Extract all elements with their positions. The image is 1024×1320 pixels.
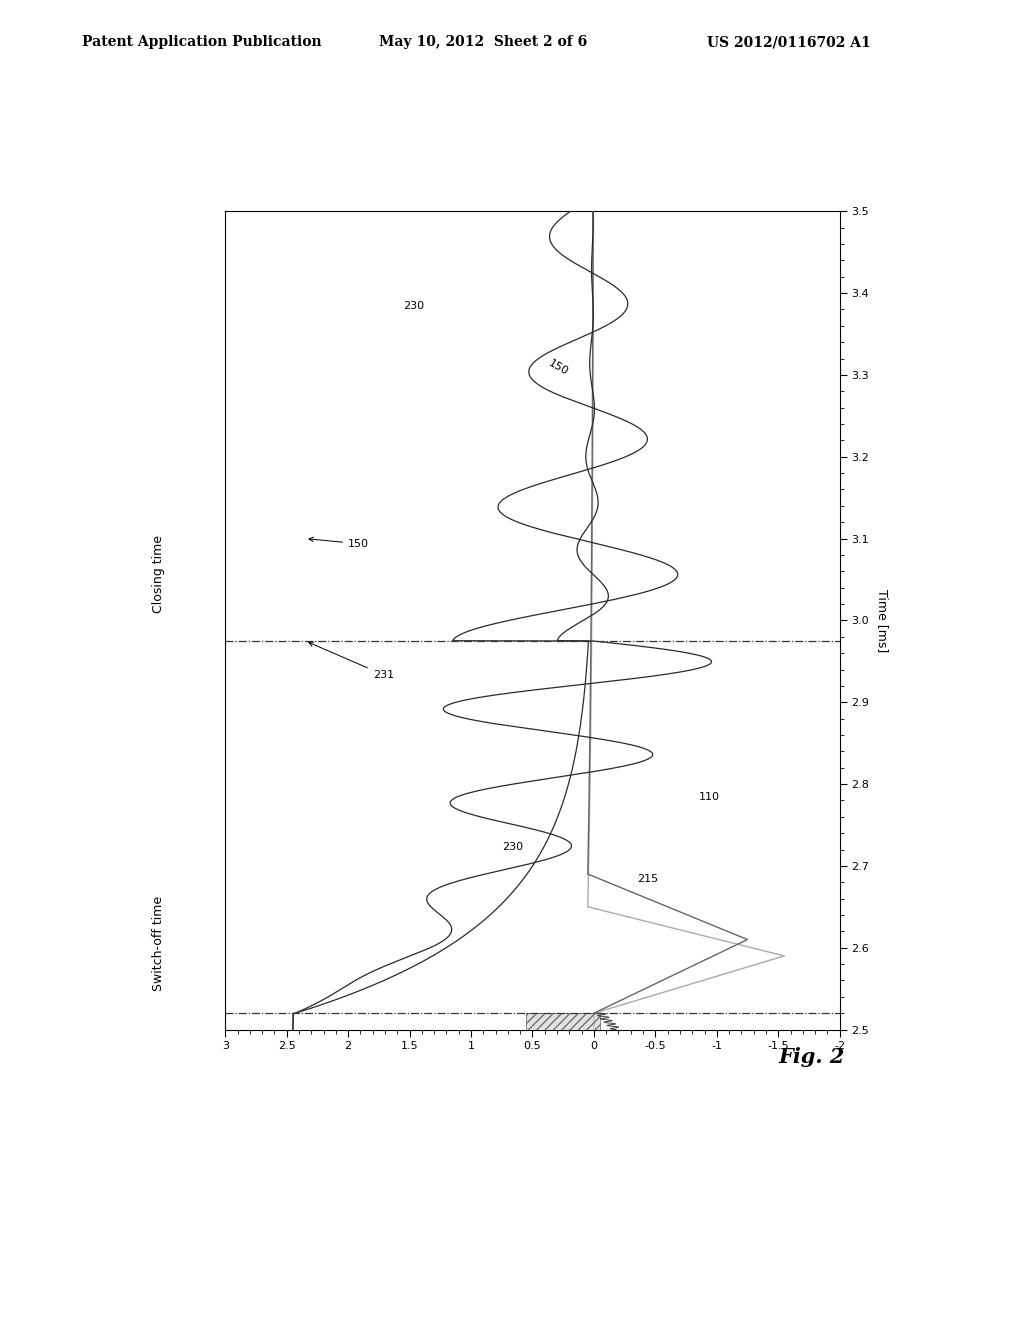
Text: 150: 150 — [547, 358, 570, 378]
Y-axis label: Time [ms]: Time [ms] — [876, 589, 889, 652]
Text: 230: 230 — [403, 301, 425, 312]
Text: Patent Application Publication: Patent Application Publication — [82, 36, 322, 49]
Text: Switch-off time: Switch-off time — [153, 896, 165, 991]
Text: 230: 230 — [502, 842, 523, 851]
Text: 150: 150 — [309, 537, 370, 549]
Text: US 2012/0116702 A1: US 2012/0116702 A1 — [707, 36, 870, 49]
Text: Fig. 2: Fig. 2 — [778, 1047, 845, 1067]
Text: Closing time: Closing time — [153, 535, 165, 614]
Text: 231: 231 — [308, 642, 394, 680]
Bar — [526, 1014, 600, 1030]
Text: 110: 110 — [698, 792, 720, 803]
Text: May 10, 2012  Sheet 2 of 6: May 10, 2012 Sheet 2 of 6 — [379, 36, 587, 49]
Text: 215: 215 — [637, 874, 658, 884]
